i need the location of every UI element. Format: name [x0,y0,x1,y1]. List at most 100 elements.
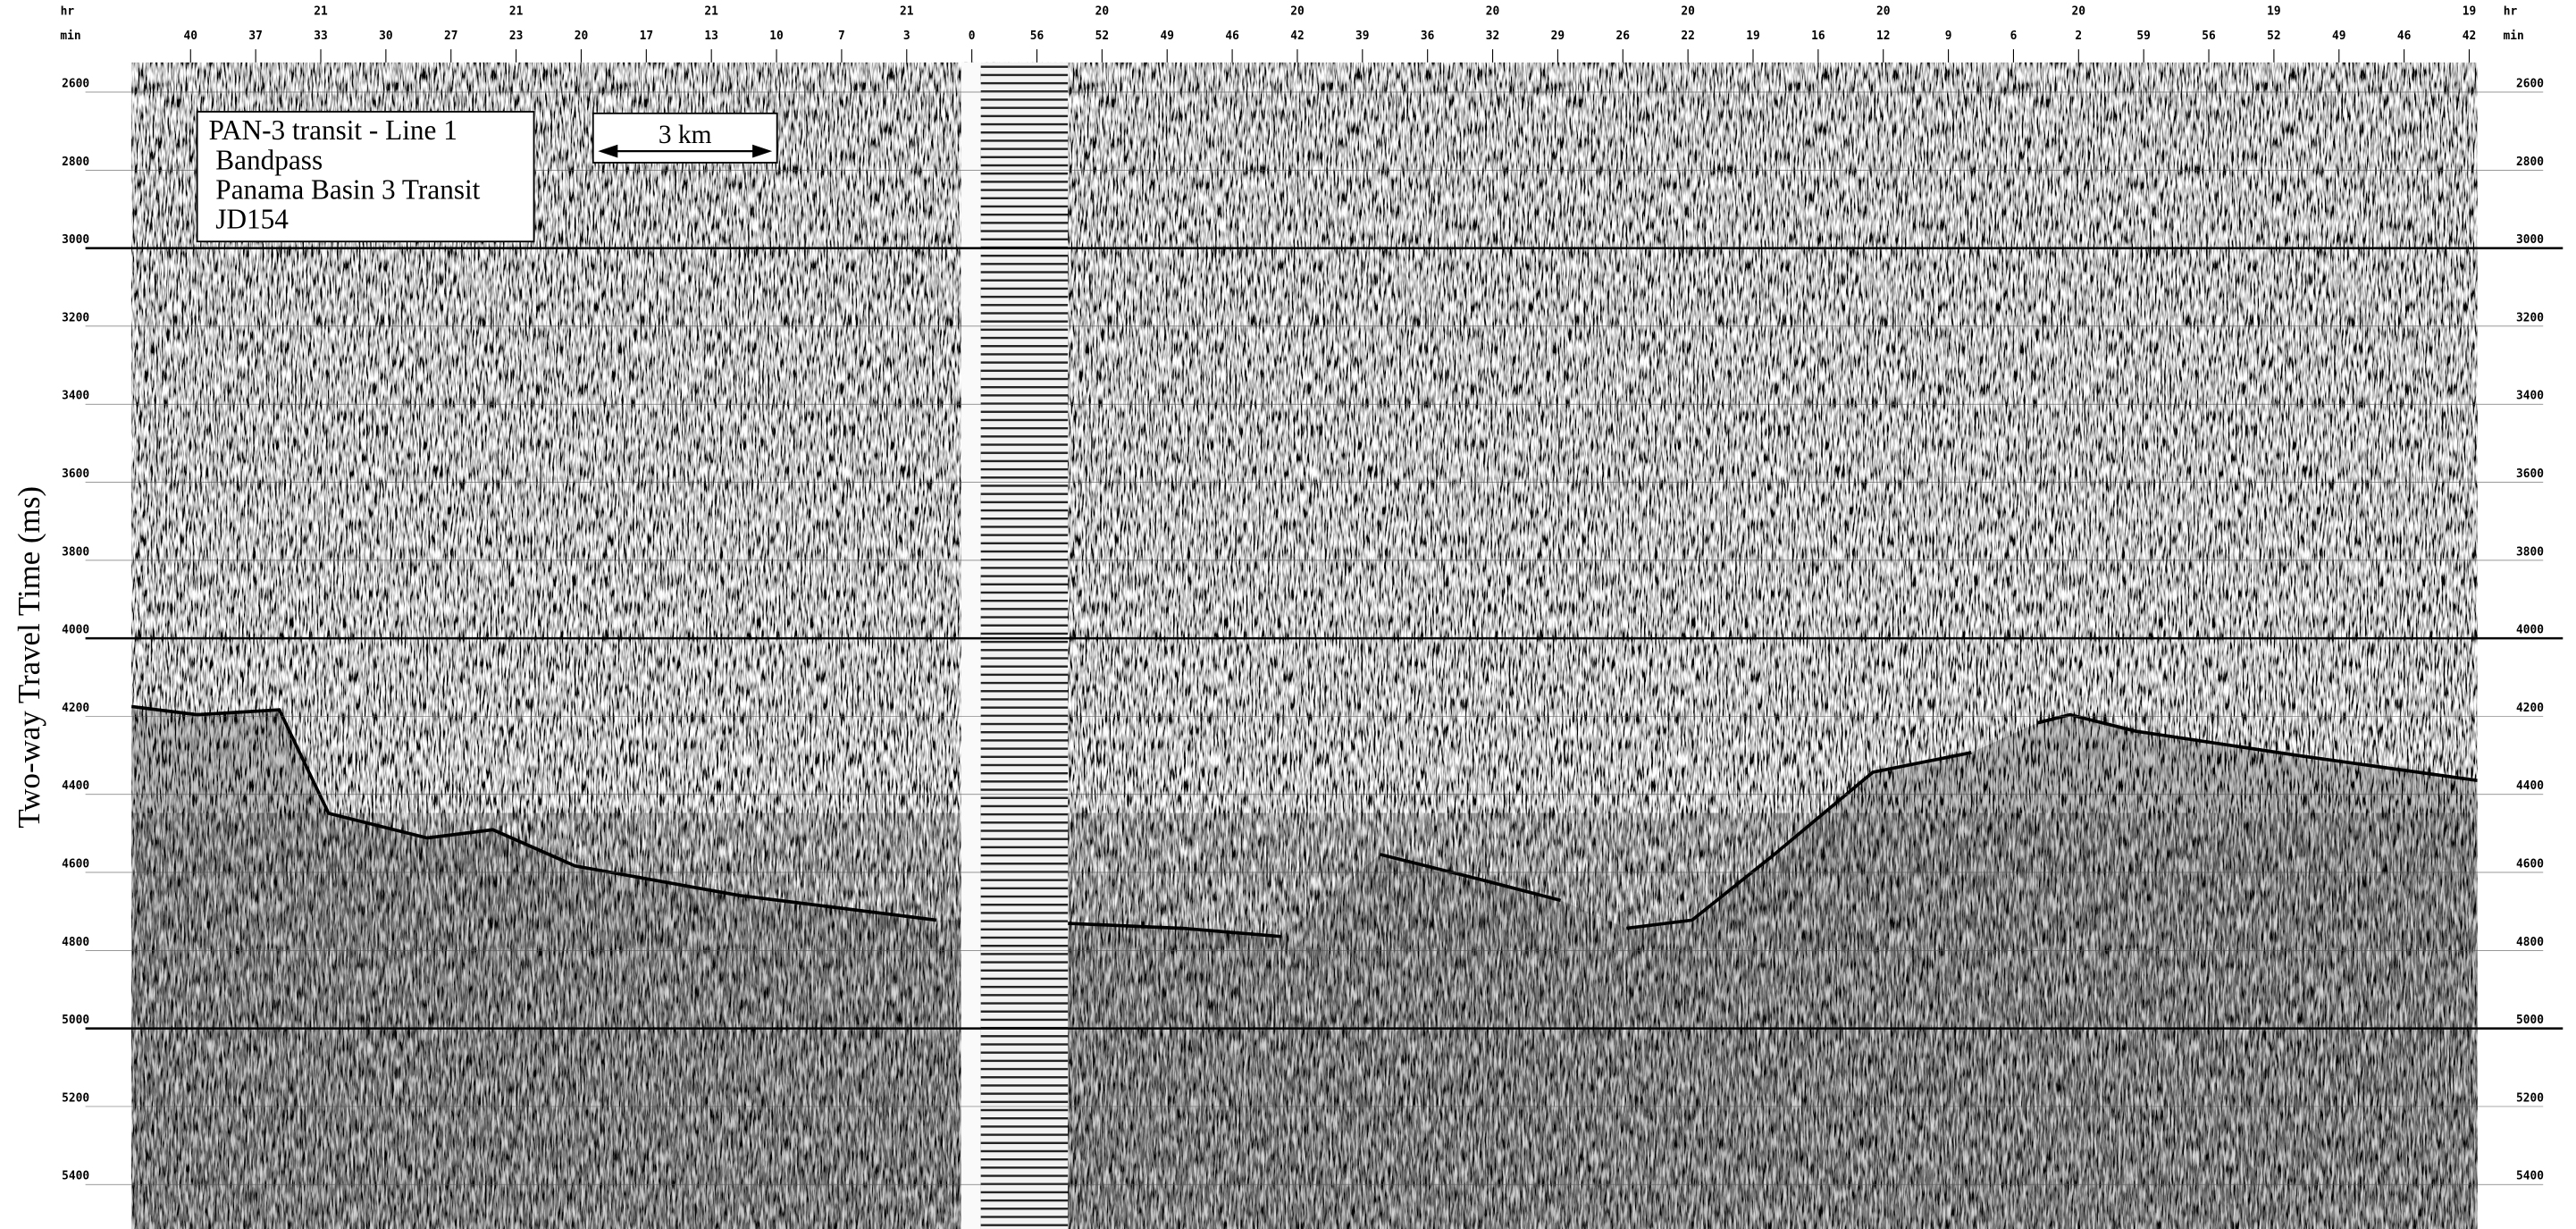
minute-label: 20 [575,29,588,43]
y-tick-label: 3000 [2516,233,2544,247]
y-axis-label: Two-way Travel Time (ms) [12,486,46,829]
minute-label: 42 [2463,29,2476,43]
y-tick-label: 4200 [62,702,89,715]
min-label: min [60,29,80,43]
hour-label: 21 [314,5,328,19]
y-tick-label: 2800 [2516,156,2544,169]
minute-label: 3 [903,29,910,43]
striped-column [980,62,1069,1229]
minute-label: 46 [1225,29,1239,43]
y-tick-label: 3000 [62,233,89,247]
minute-label: 59 [2136,29,2150,43]
min-label: min [2504,29,2524,43]
minute-label: 22 [1681,29,1694,43]
y-tick-label: 3600 [2516,467,2544,481]
minute-label: 27 [444,29,457,43]
scale-box [592,112,778,164]
legend: PAN-3 transit - Line 1 Bandpass Panama B… [196,111,535,243]
y-tick-label: 4600 [2516,858,2544,871]
minute-label: 10 [769,29,783,43]
minute-label: 56 [1030,29,1045,43]
minute-label: 29 [1551,29,1565,43]
legend-box [196,111,535,243]
hour-label: 20 [1486,5,1499,19]
hour-label: 21 [900,5,914,19]
gap-column [961,62,981,1229]
y-tick-label: 3800 [2516,545,2544,559]
hr-label: hr [61,5,75,19]
y-tick-label: 3600 [62,467,89,481]
minute-label: 56 [2202,29,2216,43]
minute-label: 13 [704,29,717,43]
minute-label: 40 [184,29,197,43]
hour-label: 21 [704,5,718,19]
minute-label: 36 [1421,29,1435,43]
y-tick-label: 4800 [2516,936,2544,949]
minute-label: 23 [509,29,523,43]
minute-label: 39 [1355,29,1369,43]
seismic-image [131,62,2478,1229]
hr-label: hr [2504,5,2518,19]
legend-line: JD154 [209,204,289,235]
minute-label: 52 [1095,29,1109,43]
scale-bar: 3 km [592,112,778,164]
minute-label: 46 [2397,29,2412,43]
minute-label: 33 [314,29,327,43]
y-tick-label: 3400 [2516,390,2544,403]
hour-label: 19 [2463,5,2476,19]
minute-label: 26 [1616,29,1631,43]
y-tick-label: 2600 [2516,78,2544,91]
y-tick-label: 5000 [2516,1014,2544,1027]
minute-label: 52 [2267,29,2280,43]
reflectors [131,812,2478,1229]
minute-label: 17 [640,29,653,43]
minute-label: 0 [969,29,976,43]
y-tick-label: 5000 [62,1014,89,1027]
hour-label: 20 [1095,5,1109,19]
y-tick-label: 2600 [62,78,89,91]
seafloor [131,704,2478,939]
minute-label: 12 [1876,29,1890,43]
minute-label: 2 [2075,29,2082,43]
scale-label: 3 km [659,121,712,149]
y-tick-label: 4600 [62,858,89,871]
legend-line: Panama Basin 3 Transit [209,173,481,205]
y-tick-label: 3800 [62,545,89,559]
y-tick-label: 5400 [2516,1170,2544,1183]
hour-label: 20 [2072,5,2085,19]
scale-arrows [598,144,773,158]
y-tick-label: 3200 [62,311,89,324]
y-tick-label: 3400 [62,390,89,403]
y-tick-label: 4000 [62,624,89,637]
minute-label: 37 [248,29,262,43]
y-tick-label: 2800 [62,156,89,169]
legend-line: PAN-3 transit - Line 1 [209,114,457,146]
hour-label: 20 [1290,5,1304,19]
minute-label: 32 [1486,29,1499,43]
hour-label: 19 [2267,5,2280,19]
minute-label: 7 [838,29,845,43]
minute-label: 49 [1160,29,1173,43]
y-tick-label: 4400 [62,779,89,793]
minute-label: 19 [1746,29,1759,43]
legend-line: Bandpass [209,144,323,175]
minute-label: 30 [379,29,392,43]
minute-label: 9 [1945,29,1952,43]
y-tick-label: 5200 [62,1091,89,1105]
minute-label: 6 [2010,29,2018,43]
y-tick-label: 4200 [2516,702,2544,715]
y-tick-label: 4800 [62,936,89,949]
y-tick-label: 5200 [2516,1091,2544,1105]
hour-label: 20 [1681,5,1694,19]
y-tick-label: 4400 [2516,779,2544,793]
y-tick-label: 5400 [62,1170,89,1183]
y-tick-label: 4000 [2516,624,2544,637]
minute-label: 49 [2332,29,2345,43]
minute-label: 16 [1811,29,1825,43]
minute-label: 42 [1290,29,1304,43]
y-tick-label: 3200 [2516,311,2544,324]
hour-label: 21 [509,5,524,19]
hour-label: 20 [1876,5,1890,19]
